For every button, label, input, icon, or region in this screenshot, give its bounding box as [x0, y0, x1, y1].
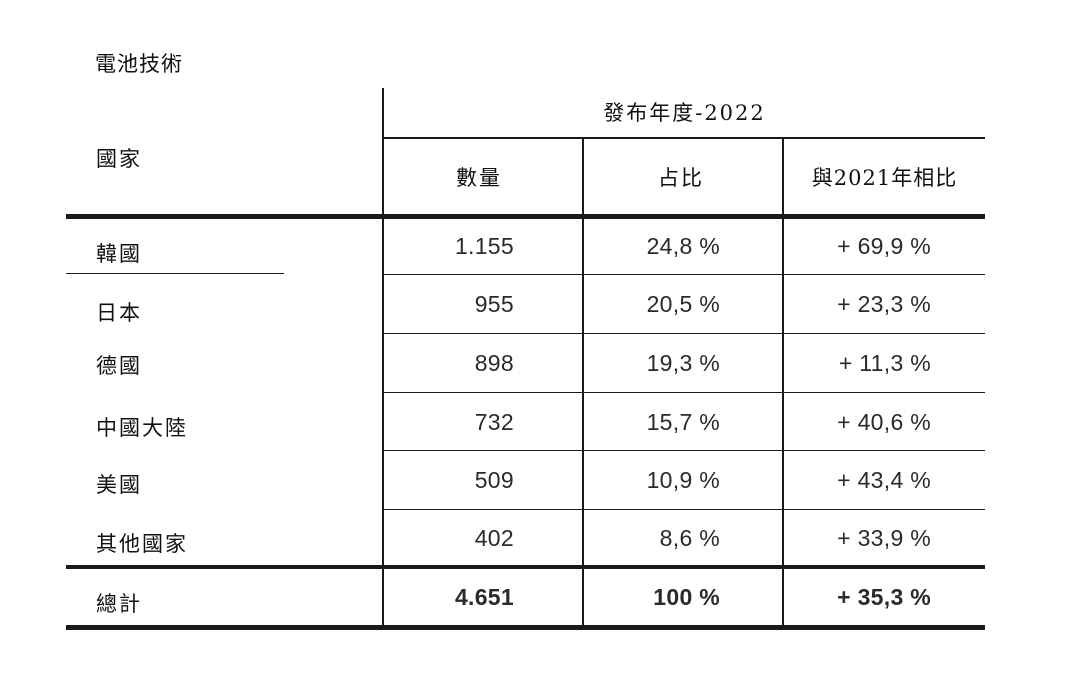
row-change: + 23,3 %	[784, 276, 931, 333]
divider	[382, 274, 985, 275]
row-share: 19,3 %	[584, 335, 720, 392]
row-country: 德國	[66, 340, 142, 390]
data-table: 國家 發布年度-2022 數量 占比 與2021年相比 韓國 1.155 24,…	[66, 88, 985, 630]
total-label: 總計	[66, 578, 142, 628]
row-count: 1.155	[384, 219, 514, 274]
row-change: + 40,6 %	[784, 394, 931, 450]
row-count: 898	[384, 335, 514, 392]
divider	[66, 625, 985, 630]
total-change: + 35,3 %	[784, 569, 931, 625]
divider	[382, 333, 985, 334]
row-change: + 33,9 %	[784, 511, 931, 565]
row-share: 10,9 %	[584, 452, 720, 509]
divider	[382, 450, 985, 451]
year-group-header: 發布年度-2022	[384, 88, 985, 136]
row-count: 732	[384, 394, 514, 450]
row-count: 509	[384, 452, 514, 509]
row-country: 日本	[66, 287, 142, 337]
country-header: 國家	[96, 138, 142, 178]
total-share: 100 %	[584, 569, 720, 625]
row-country: 其他國家	[66, 518, 188, 568]
row-change: + 43,4 %	[784, 452, 931, 509]
divider	[382, 392, 985, 393]
row-share: 8,6 %	[584, 511, 720, 565]
total-count: 4.651	[384, 569, 514, 625]
row-country: 中國大陸	[66, 402, 188, 452]
row-share: 15,7 %	[584, 394, 720, 450]
row-country: 韓國	[66, 228, 142, 278]
row-count: 402	[384, 511, 514, 565]
page-title: 電池技術	[95, 48, 183, 78]
divider	[382, 509, 985, 510]
row-country: 美國	[66, 459, 142, 509]
row-share: 24,8 %	[584, 219, 720, 274]
row-change: + 69,9 %	[784, 219, 931, 274]
row-share: 20,5 %	[584, 276, 720, 333]
column-header-change: 與2021年相比	[784, 139, 985, 214]
row-change: + 11,3 %	[784, 335, 931, 392]
column-header-count: 數量	[384, 139, 582, 214]
column-header-share: 占比	[584, 139, 782, 214]
row-count: 955	[384, 276, 514, 333]
